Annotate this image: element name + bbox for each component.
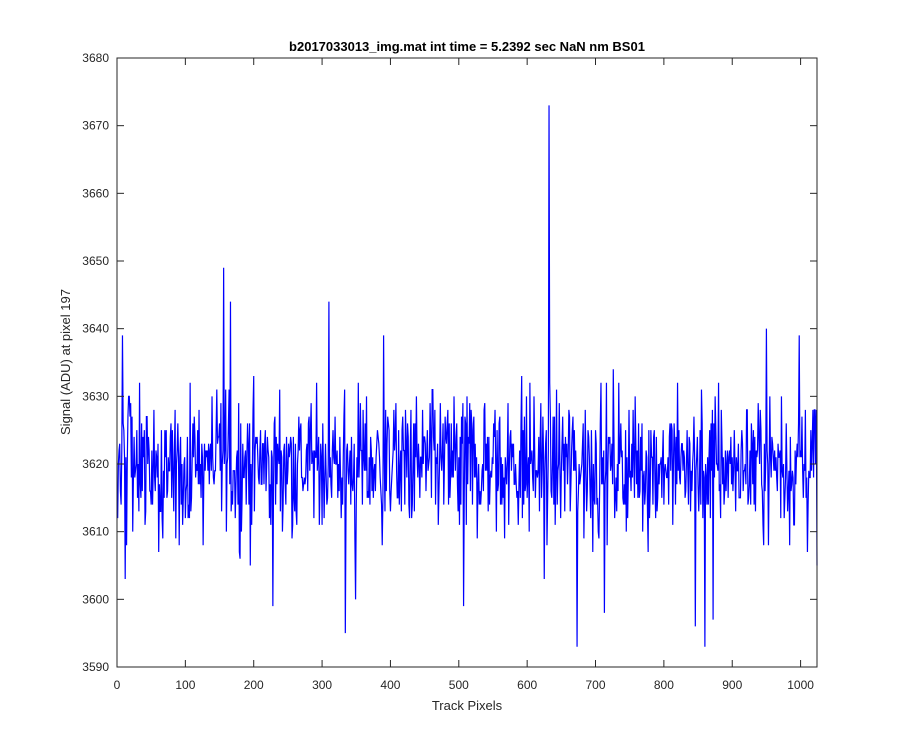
x-tick-label: 200 [244,678,264,692]
plot-area [116,57,818,668]
chart-title: b2017033013_img.mat int time = 5.2392 se… [289,39,645,54]
x-tick-label: 400 [380,678,400,692]
x-tick-label: 300 [312,678,332,692]
axes-frame [116,57,818,668]
y-tick-label: 3680 [82,51,109,65]
y-tick-label: 3650 [82,254,109,268]
y-tick-label: 3600 [82,592,109,606]
y-axis-title: Signal (ADU) at pixel 197 [58,289,73,435]
y-tick-label: 3610 [82,525,109,539]
y-tick-label: 3640 [82,322,109,336]
y-tick-label: 3670 [82,119,109,133]
x-tick-label: 600 [517,678,537,692]
x-tick-label: 800 [654,678,674,692]
plot-background [117,58,817,667]
x-tick-label: 700 [586,678,606,692]
x-tick-label: 1000 [787,678,814,692]
x-tick-label: 0 [114,678,121,692]
signal-series-line [117,105,818,647]
x-axis-title: Track Pixels [432,698,503,713]
x-axis: 0 100 200 300 400 500 600 700 800 900 1000 [114,58,814,692]
y-tick-label: 3620 [82,457,109,471]
y-tick-label: 3660 [82,186,109,200]
x-tick-label: 500 [449,678,469,692]
y-tick-label: 3630 [82,389,109,403]
y-axis: 3590 3600 3610 3620 3630 3640 3650 3660 3670 3680 [82,51,817,674]
y-tick-label: 3590 [82,660,109,674]
x-tick-label: 100 [175,678,195,692]
x-tick-label: 900 [722,678,742,692]
